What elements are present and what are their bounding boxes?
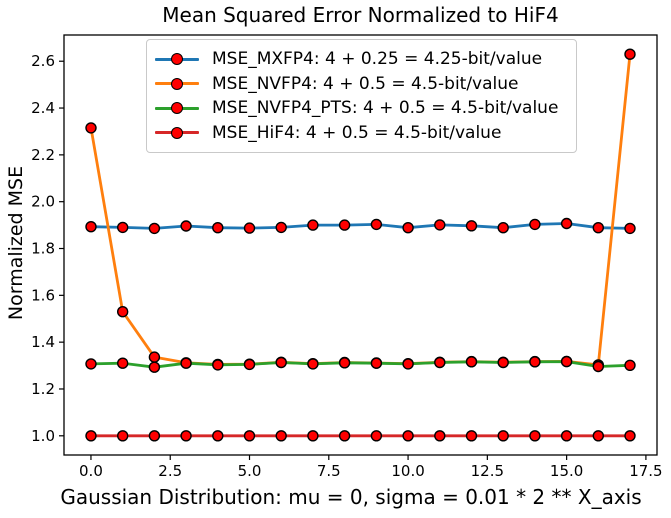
data-point-marker-MSE_NVFP4_PTS	[243, 358, 256, 371]
data-point-marker-MSE_NVFP4_PTS	[338, 357, 351, 369]
x-tick-label: 2.5	[158, 462, 182, 480]
data-point-marker-MSE_HiF4	[243, 430, 256, 442]
data-point-marker-MSE_HiF4	[402, 430, 414, 442]
y-tick-label: 2.0	[31, 193, 55, 211]
data-point-marker-MSE_NVFP4	[116, 306, 129, 318]
y-tick-label: 2.2	[31, 146, 55, 164]
legend-entry-MSE_HiF4: MSE_HiF4: 4 + 0.5 = 4.5-bit/value	[155, 121, 566, 145]
data-point-marker-MSE_MXFP4	[402, 221, 414, 234]
data-point-marker-MSE_HiF4	[592, 430, 604, 442]
data-point-marker-MSE_MXFP4	[497, 221, 509, 234]
data-point-marker-MSE_HiF4	[465, 430, 478, 442]
legend-entry-MSE_MXFP4: MSE_MXFP4: 4 + 0.25 = 4.25-bit/value	[155, 47, 566, 71]
data-point-marker-MSE_NVFP4_PTS	[212, 359, 224, 371]
data-point-marker-MSE_HiF4	[148, 430, 161, 442]
data-point-marker-MSE_MXFP4	[370, 218, 383, 231]
x-tick-label: 12.5	[471, 462, 504, 480]
x-tick-label: 17.5	[629, 462, 662, 480]
legend-marker-icon	[171, 53, 183, 65]
x-tick-label: 15.0	[550, 462, 583, 480]
x-tick-label: 0.0	[79, 462, 103, 480]
legend-entry-MSE_NVFP4: MSE_NVFP4: 4 + 0.5 = 4.5-bit/value	[155, 72, 566, 96]
y-tick-label: 1.2	[31, 380, 55, 398]
data-point-marker-MSE_HiF4	[180, 430, 192, 442]
legend: MSE_MXFP4: 4 + 0.25 = 4.25-bit/value MSE_…	[146, 39, 577, 153]
data-point-marker-MSE_MXFP4	[85, 220, 97, 233]
data-point-marker-MSE_NVFP4_PTS	[85, 358, 97, 370]
legend-entry-label: MSE_NVFP4_PTS: 4 + 0.5 = 4.5-bit/value	[212, 98, 559, 119]
data-point-marker-MSE_HiF4	[275, 430, 287, 442]
x-tick-label: 5.0	[238, 462, 262, 480]
data-point-marker-MSE_NVFP4_PTS	[148, 361, 161, 373]
data-point-marker-MSE_MXFP4	[560, 217, 573, 230]
y-tick-label: 2.4	[31, 99, 55, 117]
data-point-marker-MSE_HiF4	[212, 430, 224, 442]
data-point-marker-MSE_HiF4	[338, 430, 351, 442]
legend-entry-MSE_NVFP4_PTS: MSE_NVFP4_PTS: 4 + 0.5 = 4.5-bit/value	[155, 96, 566, 120]
data-point-marker-MSE_MXFP4	[275, 221, 287, 234]
data-point-marker-MSE_NVFP4_PTS	[529, 356, 541, 368]
chart-title: Mean Squared Error Normalized to HiF4	[162, 3, 559, 27]
data-point-marker-MSE_MXFP4	[180, 220, 192, 232]
y-tick-label: 2.6	[31, 52, 55, 70]
x-tick-label: 10.0	[391, 462, 424, 480]
data-point-marker-MSE_HiF4	[370, 430, 383, 442]
legend-marker-icon	[171, 126, 183, 139]
legend-line-sample	[155, 53, 199, 65]
data-point-marker-MSE_NVFP4	[85, 122, 97, 134]
x-axis-label: Gaussian Distribution: mu = 0, sigma = 0…	[60, 485, 642, 509]
data-point-marker-MSE_MXFP4	[592, 221, 604, 234]
data-point-marker-MSE_NVFP4_PTS	[465, 356, 478, 368]
data-point-marker-MSE_NVFP4_PTS	[180, 357, 192, 369]
series-line-MSE_NVFP4_PTS	[90, 360, 631, 369]
legend-marker-icon	[171, 102, 183, 115]
legend-line-sample	[155, 102, 199, 115]
data-point-marker-MSE_MXFP4	[116, 221, 129, 234]
data-point-marker-MSE_HiF4	[85, 430, 97, 442]
data-point-marker-MSE_HiF4	[116, 430, 129, 442]
data-point-marker-MSE_HiF4	[307, 430, 319, 442]
data-point-marker-MSE_HiF4	[434, 430, 446, 442]
data-point-marker-MSE_HiF4	[497, 430, 509, 442]
data-point-marker-MSE_HiF4	[560, 430, 573, 442]
data-point-marker-MSE_NVFP4_PTS	[624, 359, 636, 371]
x-tick-label: 7.5	[317, 462, 341, 480]
data-point-marker-MSE_MXFP4	[529, 218, 541, 231]
data-point-marker-MSE_NVFP4_PTS	[434, 356, 446, 369]
data-point-marker-MSE_NVFP4_PTS	[307, 358, 319, 370]
legend-marker-icon	[171, 77, 183, 90]
legend-entry-label: MSE_NVFP4: 4 + 0.5 = 4.5-bit/value	[212, 73, 519, 94]
legend-line-sample	[155, 126, 199, 139]
y-tick-label: 1.0	[31, 427, 55, 445]
data-point-marker-MSE_MXFP4	[434, 219, 446, 231]
data-point-marker-MSE_HiF4	[529, 430, 541, 442]
data-point-marker-MSE_NVFP4_PTS	[402, 358, 414, 370]
data-point-marker-MSE_MXFP4	[307, 219, 319, 231]
data-point-marker-MSE_MXFP4	[465, 220, 478, 232]
data-point-marker-MSE_NVFP4_PTS	[560, 355, 573, 368]
data-point-marker-MSE_MXFP4	[243, 222, 256, 234]
y-tick-label: 1.4	[31, 333, 55, 351]
data-point-marker-MSE_NVFP4_PTS	[497, 356, 509, 369]
data-point-marker-MSE_NVFP4_PTS	[370, 357, 383, 369]
data-point-marker-MSE_MXFP4	[338, 219, 351, 231]
data-point-marker-MSE_NVFP4	[148, 351, 161, 363]
y-tick-label: 1.6	[31, 286, 55, 304]
legend-entry-label: MSE_MXFP4: 4 + 0.25 = 4.25-bit/value	[212, 49, 543, 69]
data-point-marker-MSE_HiF4	[624, 430, 636, 442]
series-line-MSE_MXFP4	[90, 222, 631, 230]
legend-entry-label: MSE_HiF4: 4 + 0.5 = 4.5-bit/value	[212, 122, 502, 143]
data-point-marker-MSE_NVFP4_PTS	[116, 357, 129, 369]
axes-frame	[63, 34, 658, 456]
data-point-marker-MSE_MXFP4	[624, 222, 636, 235]
data-point-marker-MSE_NVFP4_PTS	[275, 356, 287, 369]
y-tick-label: 1.8	[31, 240, 55, 258]
data-point-marker-MSE_NVFP4	[624, 48, 636, 60]
data-point-marker-MSE_NVFP4_PTS	[592, 360, 604, 373]
data-point-marker-MSE_MXFP4	[212, 221, 224, 234]
data-point-marker-MSE_MXFP4	[148, 222, 161, 235]
legend-line-sample	[155, 77, 199, 90]
